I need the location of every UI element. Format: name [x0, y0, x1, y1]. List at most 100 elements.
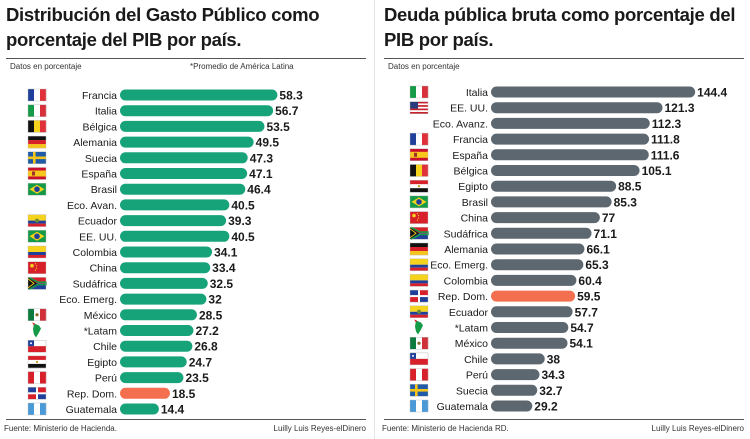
value-label: 53.5	[266, 120, 290, 134]
value-label: 65.3	[585, 258, 609, 272]
category-label: Eco. Emerg.	[430, 260, 488, 272]
bar	[491, 274, 577, 286]
bar	[491, 243, 585, 255]
left-panel: Distribución del Gasto Público como porc…	[0, 0, 372, 439]
category-label: Egipto	[87, 357, 117, 369]
category-label: Bélgica	[454, 166, 489, 178]
ecuador-flag-icon	[27, 214, 47, 227]
value-label: 111.6	[651, 148, 680, 162]
value-label: 26.8	[194, 340, 218, 354]
right-bottom-rule	[384, 419, 744, 420]
category-label: China	[461, 213, 489, 225]
category-label: España	[81, 169, 117, 181]
right-panel: Deuda pública bruta como porcentaje del …	[378, 0, 750, 439]
category-label: Chile	[464, 354, 488, 366]
category-label: Eco. Avan.	[67, 200, 117, 212]
peru-flag-icon	[409, 368, 429, 381]
category-label: Eco. Avanz.	[433, 118, 488, 130]
bar-row-ecuador: Ecuador 57.7	[409, 305, 598, 319]
colombia-flag-icon	[27, 245, 47, 259]
category-label: Rep. Dom.	[438, 291, 488, 303]
bar-row-italia: Italia 56.7	[27, 104, 299, 118]
bar	[491, 133, 650, 145]
bar-row-sud-frica: Sudáfrica 71.1	[409, 226, 617, 241]
right-top-rule	[384, 58, 744, 59]
category-label: Brasil	[91, 184, 117, 196]
guatemala-flag-icon	[409, 399, 429, 413]
value-label: 34.1	[214, 246, 238, 260]
bar-row-per: Perú 23.5	[27, 371, 209, 385]
bar	[491, 102, 663, 114]
bar-row-colombia: Colombia 34.1	[27, 245, 238, 260]
brazil-flag-icon	[409, 195, 429, 209]
bar	[120, 246, 213, 258]
ecuador-flag-icon	[409, 305, 429, 318]
bar	[120, 340, 193, 352]
right-caption-units: Datos en porcentaje	[388, 62, 460, 71]
category-label: Egipto	[458, 181, 488, 193]
left-bottom-rule	[6, 419, 366, 420]
bar-row-ee-uu: EE. UU. 40.5	[27, 230, 255, 244]
value-label: 47.1	[249, 167, 273, 181]
bar	[491, 306, 573, 318]
bar-row-espa-a: España 47.1	[27, 167, 273, 181]
colombia-flag-icon	[409, 258, 429, 271]
bar-row-china: China 77	[409, 211, 616, 225]
value-label: 23.5	[185, 371, 209, 385]
category-label: México	[455, 338, 488, 350]
egypt-flag-icon	[409, 179, 429, 193]
value-label: 88.5	[618, 180, 642, 194]
category-label: Ecuador	[78, 216, 118, 228]
value-label: 32.5	[210, 277, 234, 291]
highlight-bar	[120, 387, 170, 399]
china-flag-icon	[27, 261, 47, 274]
brazil-flag-icon	[27, 182, 47, 196]
bar-row-ecuador: Ecuador 39.3	[27, 214, 252, 228]
bar-row-francia: Francia 111.8	[409, 133, 680, 147]
panel-divider	[374, 0, 375, 439]
germany-flag-icon	[409, 242, 429, 256]
left-top-rule	[6, 58, 366, 59]
france-flag-icon	[27, 88, 47, 102]
chile-flag-icon	[409, 352, 429, 366]
bar	[491, 117, 650, 129]
bar	[120, 215, 227, 227]
value-label: 54.1	[569, 337, 593, 351]
category-label: Colombia	[444, 275, 489, 287]
bar-row-ee-uu: EE. UU. 121.3	[409, 101, 695, 115]
category-label: Perú	[466, 370, 488, 382]
bar	[491, 86, 696, 98]
bar-row-chile: Chile 26.8	[27, 340, 218, 354]
value-label: 32	[208, 293, 222, 307]
value-label: 40.5	[231, 198, 255, 212]
bar	[120, 372, 184, 384]
bar-row-eco-avanz: Eco. Avanz. 112.3	[433, 117, 682, 131]
value-label: 66.1	[586, 243, 610, 257]
category-label: Alemania	[73, 137, 117, 149]
bar-row-eco-emerg: Eco. Emerg. 65.3	[409, 258, 609, 272]
value-label: 46.4	[247, 183, 271, 197]
category-label: Chile	[93, 341, 117, 353]
category-label: Francia	[453, 134, 488, 146]
egypt-flag-icon	[27, 355, 47, 369]
category-label: Perú	[95, 373, 117, 385]
bar	[120, 293, 207, 305]
bar-row-brasil: Brasil 85.3	[409, 195, 637, 209]
bar	[120, 262, 211, 274]
bar	[491, 322, 569, 333]
bar	[491, 212, 600, 224]
value-label: 49.5	[256, 136, 280, 150]
bar	[120, 230, 230, 242]
bar-row-brasil: Brasil 46.4	[27, 182, 271, 197]
belgium-flag-icon	[409, 164, 429, 177]
bar	[491, 337, 568, 349]
mexico-flag-icon	[27, 308, 47, 321]
value-label: 32.7	[539, 384, 563, 398]
bar-row-rep-dom: Rep. Dom. 18.5	[27, 387, 196, 401]
bar-row-italia: Italia 144.4	[409, 86, 728, 100]
category-label: México	[84, 310, 117, 322]
sweden-flag-icon	[409, 384, 429, 397]
spain-flag-icon	[27, 167, 47, 180]
peru-flag-icon	[27, 371, 47, 384]
